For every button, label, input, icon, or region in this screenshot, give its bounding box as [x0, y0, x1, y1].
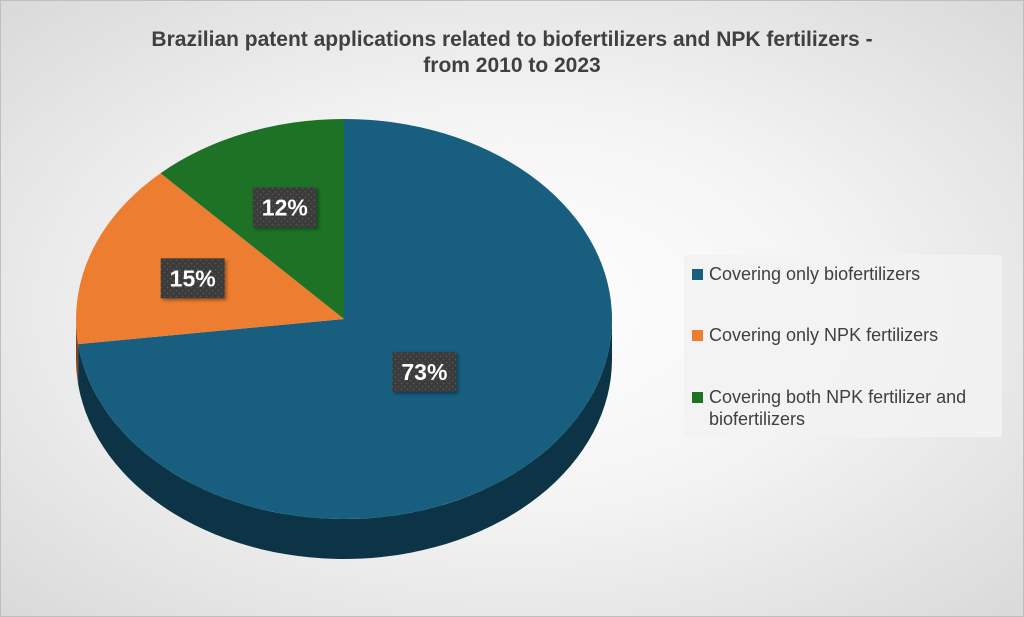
- pie-side-0: [78, 319, 612, 559]
- legend-label-npk: Covering only NPK fertilizers: [709, 325, 939, 345]
- data-label-text-2: 12%: [262, 194, 308, 220]
- data-label-box-2: [252, 187, 317, 228]
- data-label-0: 73%: [392, 351, 457, 392]
- legend-swatch-biofertilizers: [692, 269, 703, 280]
- data-label-2: 12%: [252, 187, 317, 228]
- data-label-box-1: [160, 258, 225, 299]
- pie-labels-group: 73% 15% 12%: [160, 187, 457, 392]
- legend: Covering only biofertilizers Covering on…: [684, 255, 1002, 437]
- pie-depth-group: [76, 319, 612, 559]
- data-label-box-0: [392, 351, 457, 392]
- pie-slice-0: [78, 119, 612, 519]
- legend-item-biofertilizers: Covering only biofertilizers: [692, 263, 992, 285]
- legend-label-biofertilizers: Covering only biofertilizers: [709, 264, 921, 284]
- chart-title-line-1: Brazilian patent applications related to…: [151, 28, 873, 51]
- data-label-text-0: 73%: [401, 359, 447, 385]
- legend-label-both: Covering both NPK fertilizer and biofert…: [709, 387, 967, 429]
- legend-item-npk: Covering only NPK fertilizers: [692, 324, 992, 346]
- legend-swatch-both: [692, 392, 703, 403]
- chart-title: Brazilian patent applications related to…: [1, 27, 1023, 79]
- legend-swatch-npk: [692, 330, 703, 341]
- pie-slice-2: [160, 119, 344, 319]
- data-label-text-1: 15%: [170, 265, 216, 291]
- pie-slices-group: [75, 119, 612, 519]
- pie-side-1: [76, 319, 79, 385]
- chart-title-line-2: from 2010 to 2023: [423, 54, 601, 77]
- legend-item-both: Covering both NPK fertilizer and biofert…: [692, 386, 992, 430]
- data-label-1: 15%: [160, 258, 225, 299]
